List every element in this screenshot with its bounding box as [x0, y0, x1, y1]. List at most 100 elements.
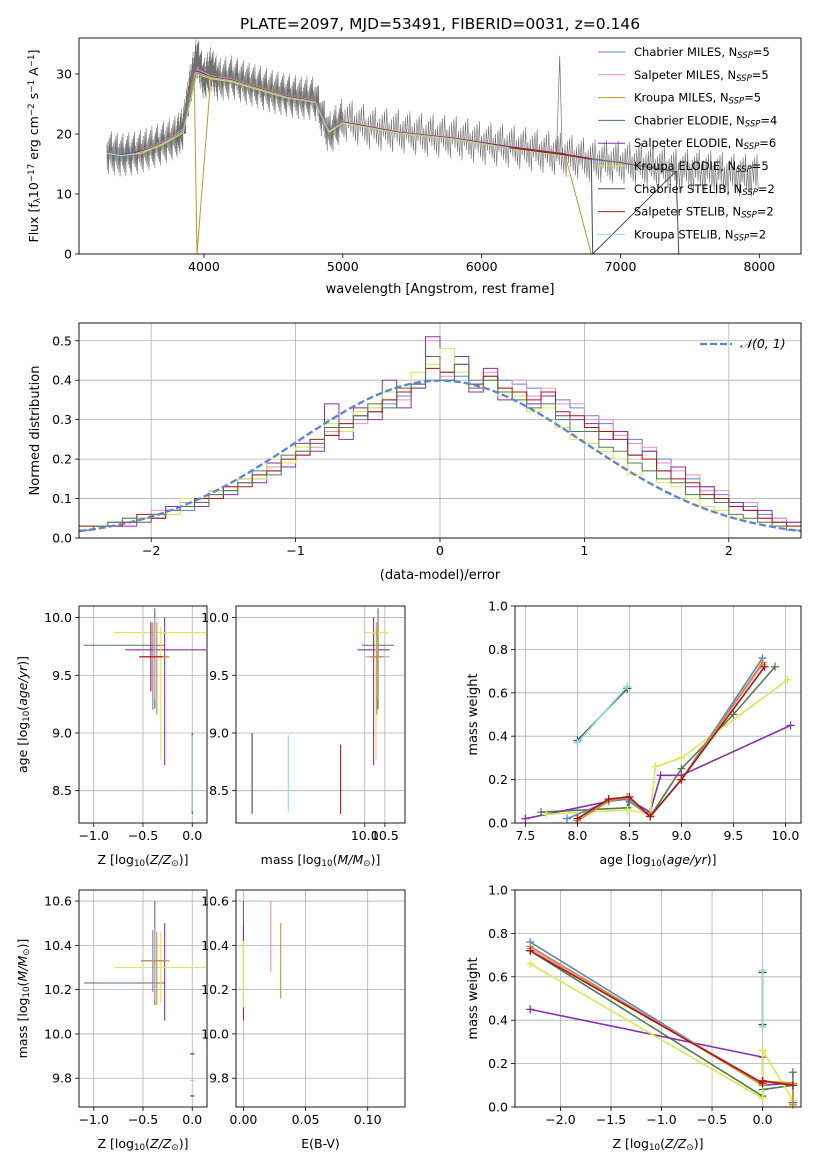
- data-point-marker: [758, 1022, 767, 1031]
- data-point-marker: [625, 792, 634, 801]
- x-tick-label: 8000: [743, 259, 775, 274]
- axes-frame: [514, 889, 802, 1108]
- legend-label: Salpeter MILES, NSSP=5: [634, 68, 769, 84]
- data-point-marker: [526, 946, 535, 955]
- y-tick-label: 30: [56, 67, 72, 82]
- data-point-marker: [646, 812, 655, 821]
- x-tick-label: 7000: [605, 259, 637, 274]
- y-tick-label: 0.8: [488, 926, 508, 941]
- weight-lines: [526, 938, 797, 1109]
- weight-lines: [521, 654, 795, 825]
- x-tick-label: 10.0: [351, 828, 379, 843]
- x-tick-label: 7.5: [515, 828, 535, 843]
- model-spectrum-line: [106, 71, 510, 157]
- x-axis-label: Z [log10(Z/Z⊙)]: [98, 852, 189, 869]
- x-tick-label: 8.5: [619, 828, 639, 843]
- weight-vs-age-panel: 7.5 8.0 8.5 9.0 9.5 10.0 0.0 0.2 0.4 0.6 0.8 1.0 age…: [466, 599, 802, 869]
- model-spectrum-line: [120, 73, 566, 157]
- errorbar-marks: [251, 608, 395, 814]
- y-tick-label: 10.0: [201, 1026, 229, 1041]
- x-tick-label: 0.0: [182, 828, 202, 843]
- x-tick-label: 9.0: [671, 828, 691, 843]
- data-point-marker: [563, 814, 571, 823]
- legend-label: Chabrier STELIB, NSSP=2: [634, 182, 775, 198]
- data-point-marker: [573, 738, 582, 747]
- y-tick-label: 9.5: [209, 668, 229, 683]
- legend-label: Chabrier MILES, NSSP=5: [634, 45, 770, 61]
- x-tick-label: 10.0: [771, 828, 799, 843]
- y-tick-label: 0.4: [52, 373, 72, 388]
- y-tick-label: 0.4: [488, 1013, 508, 1028]
- data-point-marker: [573, 814, 582, 823]
- x-tick-label: −1.0: [79, 828, 109, 843]
- data-point-marker: [729, 710, 738, 719]
- emission-line-spike: [556, 55, 563, 154]
- histogram-step-line: [79, 348, 801, 527]
- x-tick-label: −0.5: [128, 1112, 158, 1127]
- data-point-marker: [788, 1081, 797, 1090]
- data-point-marker: [758, 658, 767, 667]
- spectrum-lines: [106, 39, 759, 254]
- weight-series-line: [576, 685, 628, 744]
- axes-frame: [514, 605, 802, 824]
- x-tick-label: −1.0: [79, 1112, 109, 1127]
- y-tick-label: 0.1: [52, 491, 72, 506]
- legend-label: Salpeter ELODIE, NSSP=6: [634, 136, 776, 152]
- y-axis-label: Normed distribution: [28, 366, 43, 496]
- weight-series-line: [576, 666, 766, 820]
- data-point-marker: [526, 1005, 535, 1014]
- y-tick-label: 10.6: [201, 894, 229, 909]
- data-point-marker: [521, 814, 530, 823]
- legend-label: Kroupa STELIB, NSSP=2: [634, 227, 766, 243]
- y-tick-label: 0.0: [488, 1100, 508, 1115]
- data-point-marker: [758, 1076, 767, 1085]
- weight-series-line: [546, 679, 788, 816]
- data-point-marker: [623, 682, 632, 691]
- legend-label: Kroupa ELODIE, NSSP=5: [634, 159, 769, 175]
- x-axis-label: E(B-V): [301, 1136, 340, 1151]
- x-axis-label: (data-model)/error: [380, 568, 501, 583]
- y-tick-label: 10.6: [44, 894, 72, 909]
- legend-label: Kroupa MILES, NSSP=5: [634, 91, 761, 107]
- weight-series-line: [529, 963, 794, 1101]
- data-point-marker: [604, 795, 613, 804]
- y-axis-label: mass [log10(M/M⊙)]: [15, 939, 32, 1059]
- errorbar-marks: [83, 901, 207, 1097]
- axes-frame: [78, 37, 802, 255]
- data-point-marker: [623, 805, 632, 814]
- errorbar-marks: [83, 608, 207, 814]
- weight-series-line: [576, 664, 764, 820]
- x-tick-label: 0: [436, 543, 444, 558]
- data-point-marker: [656, 771, 665, 780]
- y-tick-label: 10.0: [201, 610, 229, 625]
- spectrum-panel: 4000 5000 6000 7000 8000 0 10 20 30 wavelength [A…: [26, 37, 802, 297]
- y-tick-label: 8.5: [52, 783, 72, 798]
- data-point-marker: [758, 1094, 767, 1103]
- y-tick-label: 9.0: [209, 725, 229, 740]
- weight-series-line: [540, 666, 776, 818]
- y-axis-label: Flux [fλ10−17 erg cm−2 s−1 A−1]: [26, 50, 43, 243]
- gaussian-curve: [79, 379, 801, 533]
- y-tick-label: 0.2: [488, 772, 508, 787]
- y-tick-label: 10.0: [44, 610, 72, 625]
- data-point-marker: [771, 662, 779, 671]
- x-tick-label: 6000: [466, 259, 498, 274]
- data-point-marker: [526, 959, 535, 968]
- x-tick-label: 2: [725, 543, 733, 558]
- errorbar-marks: [242, 901, 282, 1021]
- x-tick-label: 8.0: [567, 828, 587, 843]
- x-tick-label: −1.0: [646, 1112, 676, 1127]
- data-point-marker: [677, 753, 686, 762]
- x-axis-label: mass [log10(M/M⊙)]: [261, 852, 381, 869]
- data-point-marker: [677, 775, 686, 784]
- axes-frame: [235, 889, 406, 1108]
- y-tick-label: 0.5: [52, 333, 72, 348]
- y-tick-label: 0.6: [488, 969, 508, 984]
- mass-vs-z-panel: −1.0 −0.5 0.0 9.8 10.0 10.2 10.4 10.6 Z [log10(Z…: [15, 889, 208, 1153]
- model-spectrum-line: [141, 73, 592, 254]
- x-tick-label: −2.0: [545, 1112, 575, 1127]
- x-axis-label: age [log10(age/yr)]: [599, 852, 716, 869]
- data-point-marker: [542, 810, 551, 819]
- x-tick-label: 0.05: [292, 1112, 320, 1127]
